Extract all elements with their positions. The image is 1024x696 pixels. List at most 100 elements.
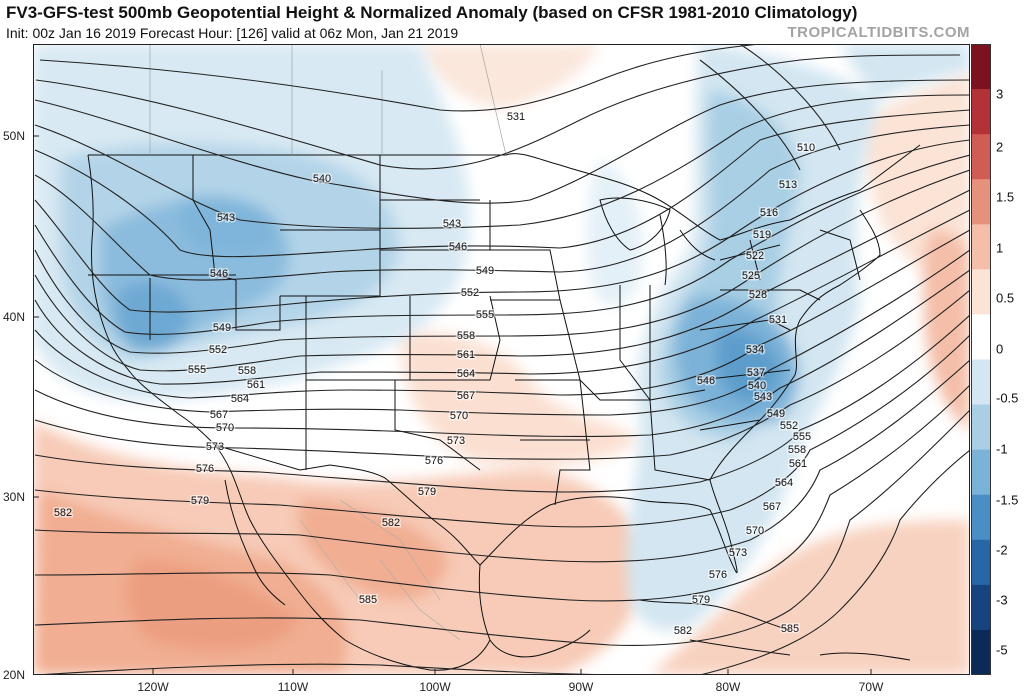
lat-label-50n: 50N: [3, 129, 26, 143]
contour-label: 576: [425, 455, 443, 467]
contour-label: 564: [775, 477, 793, 489]
contour-label: 543: [217, 212, 235, 224]
contour-label: 546: [697, 375, 715, 387]
colorbar-label: 2: [996, 139, 1004, 155]
contour-label: 543: [443, 218, 461, 230]
contour-label: 522: [746, 250, 764, 262]
contour-label: 570: [216, 422, 234, 434]
colorbar-label: 0.5: [996, 290, 1015, 306]
contour-label: 537: [747, 367, 765, 379]
contour-label: 579: [418, 486, 436, 498]
contour-label: 555: [476, 309, 494, 321]
lon-label-120w: 120W: [137, 680, 169, 694]
colorbar-segment: [971, 404, 991, 451]
contour-label: 585: [359, 594, 377, 606]
colorbar-label: -0.5: [996, 390, 1019, 406]
contour-label: 567: [763, 501, 781, 513]
contour-label: 549: [213, 322, 231, 334]
colorbar-segment: [971, 359, 991, 406]
contour-label: 552: [461, 287, 479, 299]
contour-label: 573: [447, 435, 465, 447]
colorbar-segment: [971, 539, 991, 586]
contour-label: 573: [206, 441, 224, 453]
colorbar-segment: [971, 494, 991, 541]
contour-label: 555: [793, 431, 811, 443]
contour-label: 531: [507, 111, 525, 123]
colorbar-segment: [971, 134, 991, 180]
map-title: FV3-GFS-test 500mb Geopotential Height &…: [6, 3, 858, 22]
contour-label: 528: [749, 289, 767, 301]
map-subtitle: Init: 00z Jan 16 2019 Forecast Hour: [12…: [6, 25, 459, 41]
contour-label: 573: [729, 547, 747, 559]
contour-label: 558: [457, 330, 475, 342]
contour-label: 558: [788, 444, 806, 456]
colorbar-segment: [971, 89, 991, 135]
contour-label: 516: [760, 207, 778, 219]
political-boundaries: [87, 44, 921, 671]
contour-label: 579: [692, 594, 710, 606]
colorbar-segment: [971, 269, 991, 315]
contour-label: 561: [457, 349, 475, 361]
contour-label: 519: [753, 229, 771, 241]
contour-label: 561: [789, 458, 807, 470]
height-contours: [34, 44, 970, 675]
contour-label: 546: [449, 241, 467, 253]
contour-label: 552: [209, 344, 227, 356]
contour-label: 549: [767, 408, 785, 420]
colorbar-label: -3: [996, 592, 1008, 608]
lat-label-20n: 20N: [3, 668, 26, 682]
contour-label: 561: [247, 379, 265, 391]
colorbar-label: 1: [996, 240, 1004, 256]
contour-label: 570: [746, 525, 764, 537]
contour-label: 576: [196, 463, 214, 475]
contour-label: 555: [188, 364, 206, 376]
contour-label: 582: [674, 625, 692, 637]
contour-label: 531: [769, 314, 787, 326]
colorbar-label: -5: [996, 642, 1008, 658]
colorbar-segment: [971, 179, 991, 225]
colorbar-frame: [971, 44, 991, 675]
contour-label: 564: [457, 368, 475, 380]
lon-label-90w: 90W: [568, 680, 594, 694]
contour-label: 579: [191, 495, 209, 507]
contour-label: 540: [313, 173, 331, 185]
contour-label: 576: [709, 569, 727, 581]
contour-label: 540: [748, 380, 766, 392]
colorbar-label: -2: [996, 542, 1008, 558]
colorbar-segment: [971, 629, 991, 675]
contour-label: 525: [742, 270, 760, 282]
colorbar-segment: [971, 314, 991, 360]
anomaly-colorbar: [971, 44, 991, 675]
colorbar-label: 3: [996, 86, 1004, 102]
contour-label: 567: [457, 390, 475, 402]
contour-label: 582: [382, 517, 400, 529]
lon-label-70w: 70W: [858, 680, 884, 694]
colorbar-label: -1.5: [996, 492, 1019, 508]
colorbar-label: -1: [996, 441, 1008, 457]
contour-label: 585: [781, 623, 799, 635]
colorbar-label: 0: [996, 341, 1004, 357]
lat-label-30n: 30N: [3, 490, 26, 504]
contour-label: 549: [476, 265, 494, 277]
lon-label-110w: 110W: [277, 680, 309, 694]
contour-label: 570: [450, 410, 468, 422]
contour-label: 534: [746, 344, 764, 356]
contour-label: 510: [797, 142, 815, 154]
contour-label: 582: [54, 507, 72, 519]
site-credit: TROPICALTIDBITS.COM: [787, 24, 970, 41]
contour-label: 558: [238, 365, 256, 377]
colorbar-label: 1.5: [996, 189, 1015, 205]
colorbar-segment: [971, 584, 991, 631]
contour-label: 513: [779, 179, 797, 191]
lat-label-40n: 40N: [3, 310, 26, 324]
colorbar-segment: [971, 44, 991, 90]
colorbar-segment: [971, 449, 991, 496]
contour-label: 546: [210, 268, 228, 280]
contour-label: 552: [780, 420, 798, 432]
lon-label-100w: 100W: [419, 680, 451, 694]
map-frame: [33, 44, 970, 675]
contour-label: 567: [210, 409, 228, 421]
